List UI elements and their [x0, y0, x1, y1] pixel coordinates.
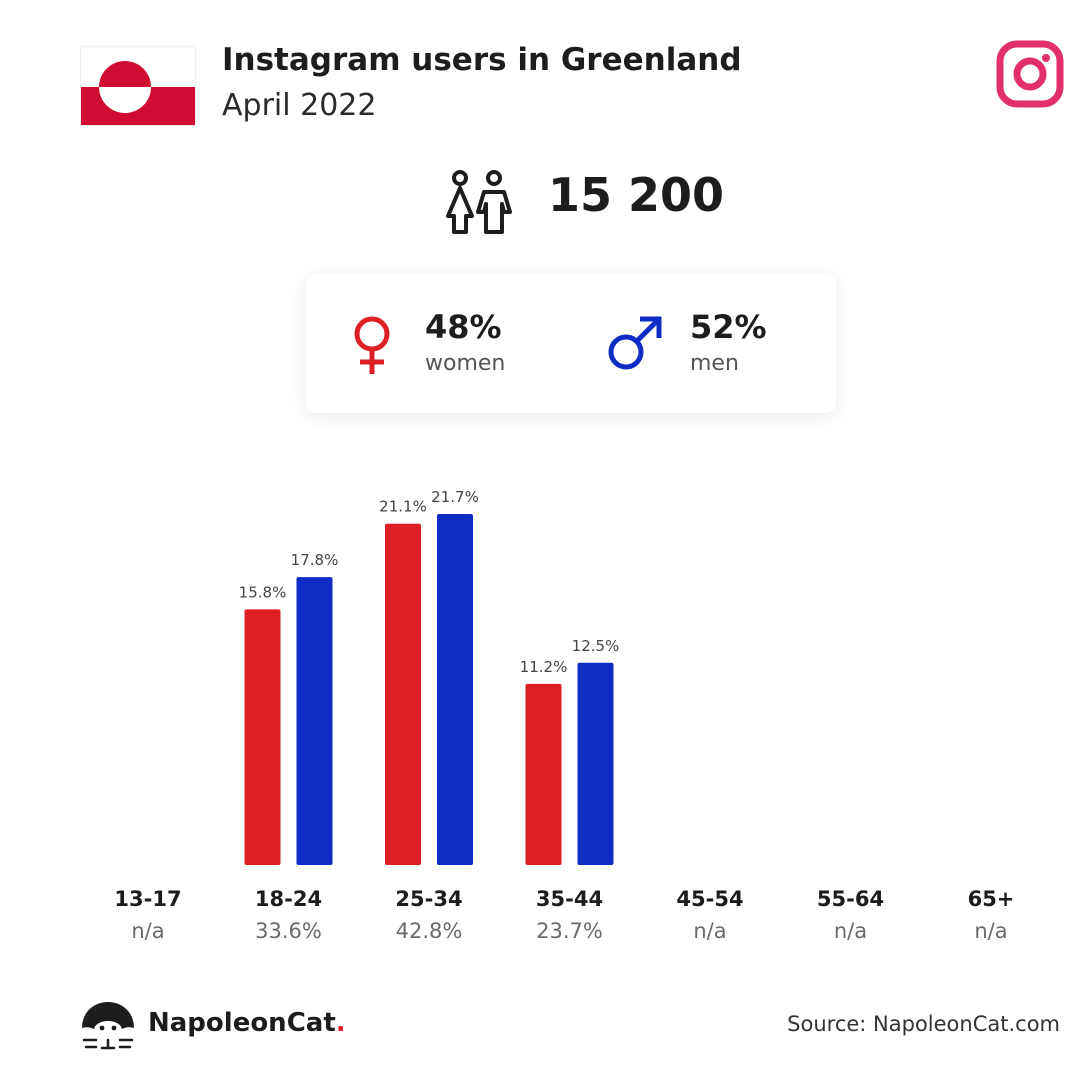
men-label: men: [690, 351, 739, 376]
age-group-label: 65+: [968, 887, 1015, 911]
age-group-total: 23.7%: [536, 919, 603, 943]
men-percentage: 52%: [690, 308, 767, 346]
total-users-value: 15 200: [548, 168, 725, 222]
age-group-label: 55-64: [817, 887, 884, 911]
bar-men-25-34: [437, 514, 473, 865]
bar-value-label: 21.1%: [379, 498, 427, 516]
age-group-label: 25-34: [395, 887, 462, 911]
page-subtitle: April 2022: [222, 88, 377, 123]
bar-women-18-24: [244, 609, 281, 865]
age-group-label: 45-54: [676, 887, 743, 911]
male-icon: [606, 314, 666, 378]
instagram-icon: [996, 40, 1064, 108]
age-group-total: n/a: [974, 919, 1007, 943]
brand-dot: .: [335, 1008, 346, 1038]
bar-women-35-44: [525, 683, 562, 865]
bar-value-label: 15.8%: [239, 583, 287, 601]
age-group-total: 33.6%: [255, 919, 322, 943]
bar-men-18-24: [296, 577, 333, 865]
bar-value-label: 17.8%: [291, 551, 339, 569]
age-group-total: 42.8%: [396, 919, 463, 943]
women-label: women: [425, 351, 506, 376]
bar-value-label: 21.7%: [431, 488, 479, 506]
page-title: Instagram users in Greenland: [222, 42, 742, 78]
age-group-total: n/a: [834, 919, 867, 943]
bar-men-35-44: [577, 662, 614, 865]
source-credit: Source: NapoleonCat.com: [787, 1012, 1060, 1036]
napoleoncat-logo-icon: [78, 998, 138, 1052]
people-icon: [440, 168, 516, 240]
brand-name: NapoleonCat.: [148, 1008, 346, 1038]
age-group-label: 35-44: [536, 887, 603, 911]
women-percentage: 48%: [425, 308, 502, 346]
age-group-label: 13-17: [114, 887, 181, 911]
age-group-label: 18-24: [255, 887, 322, 911]
age-gender-bar-chart: 13-17 n/a 15.8% 17.8% 18-24 33.6% 21.1% 21.7% 25…: [0, 470, 1080, 960]
bar-value-label: 12.5%: [572, 637, 620, 655]
female-icon: [350, 314, 394, 380]
bar-women-25-34: [385, 523, 421, 865]
brand-name-text: NapoleonCat: [148, 1008, 336, 1038]
age-group-total: n/a: [693, 919, 726, 943]
chart-canvas: 13-17 n/a 15.8%17.8% 18-24 33.6% 21.1%21.7% 25…: [114, 488, 1015, 943]
gender-split-card: 48% women 52% men: [306, 274, 836, 413]
greenland-flag-icon: [80, 46, 196, 126]
bar-value-label: 11.2%: [520, 658, 568, 676]
age-group-total: n/a: [131, 919, 164, 943]
